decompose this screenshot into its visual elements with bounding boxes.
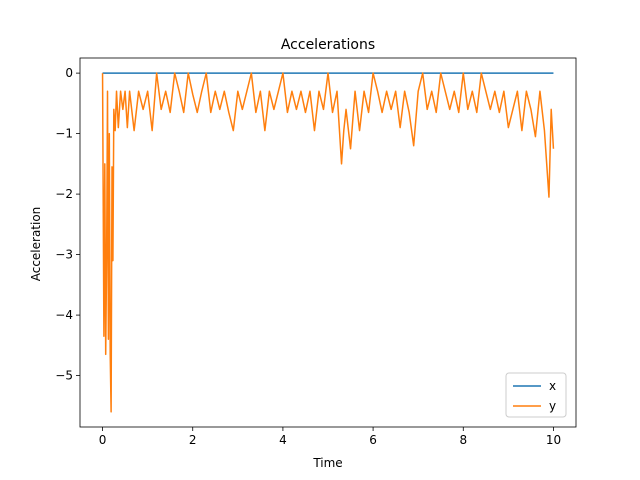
y-axis-label: Acceleration bbox=[29, 207, 43, 282]
legend-box bbox=[505, 372, 567, 418]
x-tick-label: 2 bbox=[189, 433, 197, 447]
x-tick-label: 6 bbox=[369, 433, 377, 447]
plot-area bbox=[79, 57, 577, 428]
y-tick-label: −3 bbox=[55, 248, 73, 262]
y-axis: 0 −1 −2 −3 −4 −5 bbox=[55, 66, 80, 383]
legend-label-x: x bbox=[549, 379, 556, 393]
x-tick-label: 4 bbox=[279, 433, 287, 447]
chart-title: Accelerations bbox=[281, 37, 375, 53]
x-axis: 0 2 4 6 8 10 bbox=[99, 427, 561, 447]
x-tick-label: 8 bbox=[459, 433, 467, 447]
axes-frame bbox=[79, 57, 577, 428]
y-tick-label: −1 bbox=[55, 127, 73, 141]
legend: xy bbox=[505, 372, 567, 418]
y-tick-label: −4 bbox=[55, 308, 73, 322]
series-line-y bbox=[101, 72, 555, 413]
x-tick-label: 10 bbox=[546, 433, 561, 447]
y-tick-label: −5 bbox=[55, 369, 73, 383]
y-tick-label: 0 bbox=[65, 66, 73, 80]
y-tick-label: −2 bbox=[55, 187, 73, 201]
x-axis-label: Time bbox=[312, 456, 342, 470]
x-tick-label: 0 bbox=[99, 433, 107, 447]
legend-label-y: y bbox=[549, 399, 556, 413]
